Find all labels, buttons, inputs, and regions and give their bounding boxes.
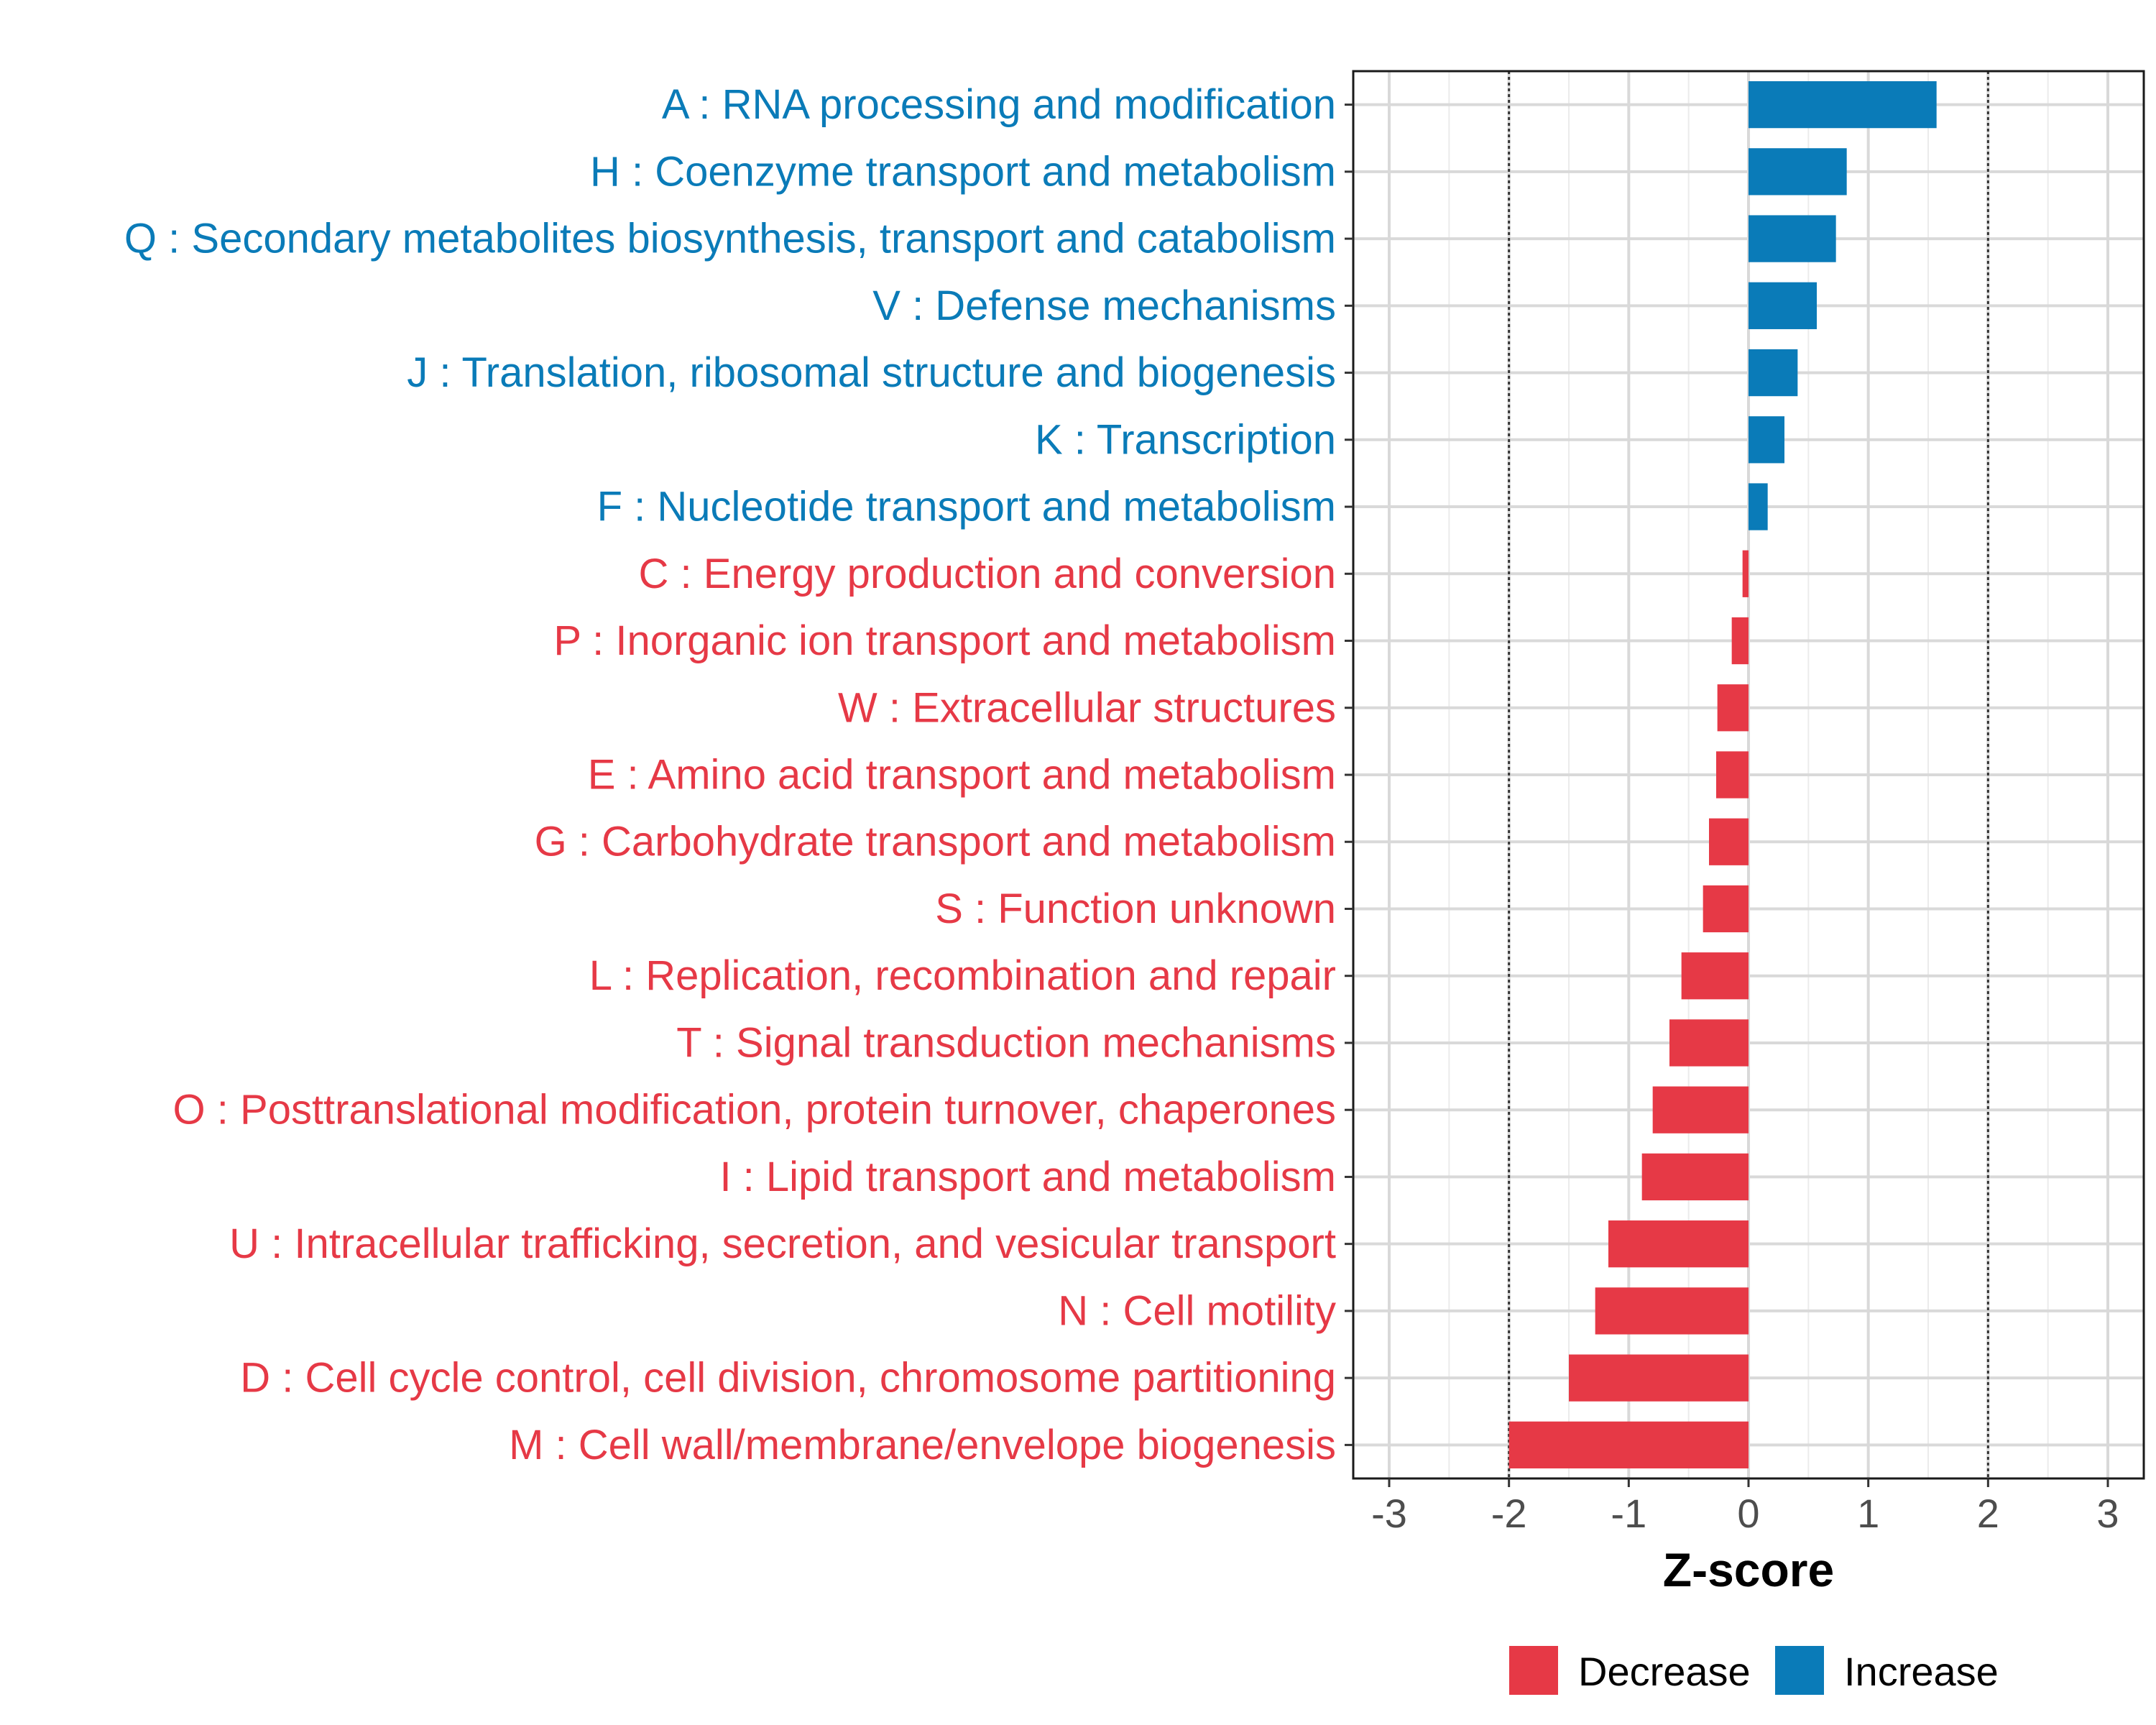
bar-w: [1717, 684, 1749, 732]
bar-l: [1681, 952, 1749, 1000]
bar-j: [1749, 349, 1798, 397]
bar-m: [1508, 1421, 1749, 1469]
y-tick-label: M : Cell wall/membrane/envelope biogenes…: [509, 1422, 1336, 1468]
y-tick-label: P : Inorganic ion transport and metaboli…: [553, 617, 1336, 664]
y-axis-labels: A : RNA processing and modification H : C…: [124, 81, 1336, 1468]
y-tick-label: I : Lipid transport and metabolism: [719, 1154, 1336, 1200]
x-axis-title: Z-score: [1663, 1543, 1834, 1596]
y-tick-label: J : Translation, ribosomal structure and…: [407, 349, 1336, 396]
y-tick-label: W : Extracellular structures: [838, 684, 1336, 731]
x-axis-ticks: -3 -2 -1 0 1 2 3: [1371, 1478, 2119, 1536]
y-axis-ticks: [1345, 104, 1353, 1446]
reference-lines: [1508, 71, 1989, 1478]
x-tick-label: -2: [1491, 1491, 1527, 1536]
bar-n: [1595, 1287, 1749, 1335]
bar-t: [1669, 1019, 1749, 1067]
y-tick-label: V : Defense mechanisms: [872, 282, 1336, 329]
y-tick-label: U : Intracellular trafficking, secretion…: [229, 1220, 1336, 1267]
bar-i: [1641, 1153, 1749, 1201]
y-tick-label: A : RNA processing and modification: [662, 81, 1336, 128]
y-tick-label: E : Amino acid transport and metabolism: [588, 752, 1336, 799]
legend-label-increase: Increase: [1844, 1649, 1999, 1694]
bar-e: [1716, 751, 1749, 799]
y-tick-label: Q : Secondary metabolites biosynthesis, …: [124, 216, 1336, 262]
y-tick-label: L : Replication, recombination and repai…: [589, 952, 1336, 999]
x-tick-label: 1: [1857, 1491, 1879, 1536]
bar-o: [1652, 1086, 1749, 1133]
bar-f: [1749, 483, 1768, 530]
legend: Decrease Increase: [1509, 1646, 1999, 1695]
bar-h: [1749, 148, 1847, 196]
y-tick-label: K : Transcription: [1035, 416, 1336, 463]
x-tick-label: -1: [1611, 1491, 1646, 1536]
bars: [1508, 80, 1937, 1469]
x-tick-label: -3: [1371, 1491, 1407, 1536]
y-tick-label: H : Coenzyme transport and metabolism: [590, 148, 1336, 195]
y-tick-label: G : Carbohydrate transport and metabolis…: [535, 819, 1336, 865]
bar-q: [1749, 215, 1836, 262]
y-tick-label: T : Signal transduction mechanisms: [676, 1019, 1336, 1066]
y-tick-label: O : Posttranslational modification, prot…: [173, 1087, 1336, 1133]
x-tick-label: 2: [1977, 1491, 1999, 1536]
y-tick-label: N : Cell motility: [1058, 1287, 1336, 1334]
bar-d: [1569, 1354, 1749, 1402]
bar-c: [1742, 550, 1749, 597]
legend-swatch-decrease: [1509, 1646, 1558, 1695]
bar-g: [1709, 818, 1749, 865]
bar-v: [1749, 282, 1817, 329]
bar-u: [1608, 1220, 1749, 1268]
bar-k: [1749, 416, 1784, 464]
bar-s: [1703, 885, 1749, 933]
y-tick-label: D : Cell cycle control, cell division, c…: [240, 1355, 1336, 1402]
bar-a: [1749, 80, 1937, 129]
x-tick-label: 0: [1737, 1491, 1759, 1536]
y-tick-label: S : Function unknown: [935, 886, 1336, 932]
x-tick-label: 3: [2096, 1491, 2119, 1536]
legend-label-decrease: Decrease: [1578, 1649, 1751, 1694]
y-tick-label: C : Energy production and conversion: [639, 551, 1336, 597]
y-tick-label: F : Nucleotide transport and metabolism: [597, 484, 1336, 530]
legend-swatch-increase: [1775, 1646, 1824, 1695]
bar-p: [1731, 617, 1749, 665]
